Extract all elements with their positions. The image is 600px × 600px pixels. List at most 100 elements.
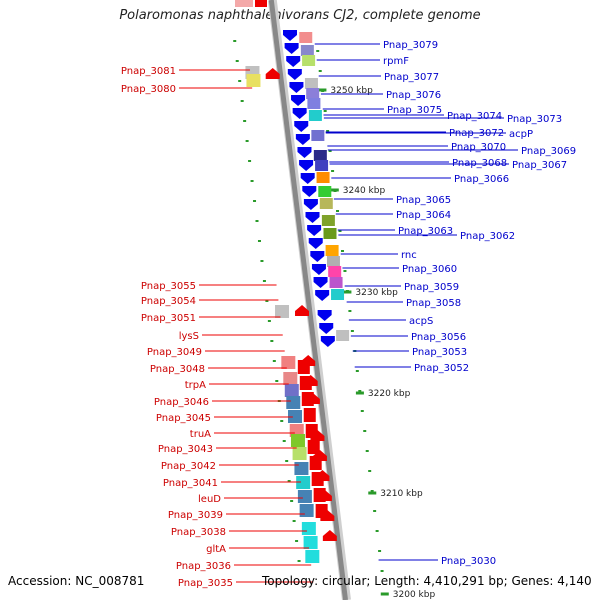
- gene-label: trpA: [185, 380, 206, 391]
- gene-label: Pnap_3065: [396, 195, 451, 206]
- gene-label: Pnap_3079: [383, 40, 438, 51]
- forward-gene-arrow: [310, 251, 325, 262]
- forward-gene-arrow: [292, 108, 307, 119]
- tick-dot: [265, 300, 269, 302]
- tick-dot: [255, 220, 259, 222]
- scale-label: 3230 kbp: [355, 288, 398, 298]
- gene-label: Pnap_3038: [171, 527, 226, 538]
- gene-block: [299, 504, 314, 517]
- forward-gene-arrow: [294, 121, 309, 132]
- gene-block: [313, 150, 327, 161]
- tick-dot: [292, 520, 296, 522]
- tick-dot: [355, 370, 359, 372]
- forward-gene-arrow: [291, 95, 306, 106]
- gene-label: Pnap_3041: [163, 478, 218, 489]
- gene-block: [281, 356, 296, 369]
- gene-label: Pnap_3058: [406, 298, 461, 309]
- tick-dot: [318, 70, 322, 72]
- gene-block: [235, 0, 253, 7]
- gene-block: [301, 522, 316, 535]
- gene-block: [326, 256, 340, 267]
- reverse-gene-block: [315, 504, 328, 518]
- forward-gene-arrow: [305, 212, 320, 223]
- scale-tick: [368, 491, 377, 495]
- gene-label: Pnap_3051: [141, 313, 196, 324]
- gene-label: Pnap_3081: [121, 66, 176, 77]
- gene-label: Pnap_3073: [507, 114, 562, 125]
- gene-label: Pnap_3056: [411, 332, 466, 343]
- scale-label: 3250 kbp: [330, 86, 373, 96]
- tick-dot: [370, 490, 374, 492]
- gene-label: Pnap_3048: [150, 364, 205, 375]
- forward-gene-arrow: [307, 225, 322, 236]
- backbone: [268, 0, 348, 600]
- tick-dot: [275, 380, 279, 382]
- tick-dot: [368, 470, 372, 472]
- tick-dot: [375, 530, 379, 532]
- gene-block: [289, 424, 304, 437]
- forward-gene-arrow: [300, 173, 315, 184]
- tick-dot: [380, 570, 384, 572]
- accession-label: Accession: NC_008781: [8, 574, 145, 588]
- tick-dot: [326, 130, 330, 132]
- gene-label: Pnap_3046: [154, 397, 209, 408]
- gene-label: Pnap_3052: [414, 363, 469, 374]
- tick-dot: [262, 280, 266, 282]
- scale-label: 3240 kbp: [343, 186, 386, 196]
- tick-dot: [280, 420, 284, 422]
- gene-block: [286, 396, 301, 409]
- gene-block: [283, 372, 298, 385]
- reverse-gene-arrow: [295, 305, 310, 316]
- gene-block: [284, 384, 299, 397]
- forward-gene-arrow: [299, 160, 314, 171]
- gene-label: Pnap_3035: [178, 578, 233, 589]
- tick-dot: [248, 160, 252, 162]
- forward-gene-arrow: [315, 290, 330, 301]
- scale-label: 3210 kbp: [380, 489, 423, 499]
- gene-label: Pnap_3075: [387, 105, 442, 116]
- reverse-gene-block: [311, 472, 324, 486]
- gene-block: [304, 78, 318, 89]
- gene-block: [328, 266, 342, 277]
- gene-block: [318, 186, 332, 197]
- tick-dot: [240, 100, 244, 102]
- scale-tick: [355, 391, 364, 395]
- gene-label: Pnap_3063: [398, 226, 453, 237]
- tick-dot: [358, 390, 362, 392]
- gene-block: [321, 215, 335, 226]
- gene-label: Pnap_3055: [141, 281, 196, 292]
- tick-dot: [331, 170, 335, 172]
- tick-dot: [360, 410, 364, 412]
- tick-dot: [333, 190, 337, 192]
- tick-dot: [267, 320, 271, 322]
- scale-label: 3220 kbp: [368, 389, 411, 399]
- gene-block: [300, 45, 314, 56]
- tick-dot: [233, 40, 237, 42]
- gene-label: Pnap_3080: [121, 84, 176, 95]
- gene-label: Pnap_3076: [386, 90, 441, 101]
- gene-label: gltA: [206, 544, 226, 555]
- gene-block: [316, 172, 330, 183]
- reverse-gene-arrow: [322, 530, 337, 541]
- tick-dot: [316, 50, 320, 52]
- tick-dot: [253, 200, 257, 202]
- forward-gene-arrow: [308, 238, 323, 249]
- tick-dot: [363, 430, 367, 432]
- forward-gene-arrow: [313, 277, 328, 288]
- gene-block: [299, 32, 313, 43]
- genome-summary: Topology: circular; Length: 4,410,291 bp…: [262, 574, 592, 588]
- tick-dot: [272, 360, 276, 362]
- tick-dot: [245, 140, 249, 142]
- reverse-gene-block: [299, 376, 312, 390]
- gene-block: [294, 462, 309, 475]
- tick-dot: [295, 540, 299, 542]
- reverse-gene-arrow: [265, 68, 280, 79]
- tick-dot: [323, 110, 327, 112]
- gene-label: Pnap_3030: [441, 556, 496, 567]
- tick-dot: [378, 550, 382, 552]
- tick-dot: [285, 460, 289, 462]
- tick-dot: [282, 440, 286, 442]
- tick-dot: [321, 90, 325, 92]
- gene-block: [306, 88, 320, 99]
